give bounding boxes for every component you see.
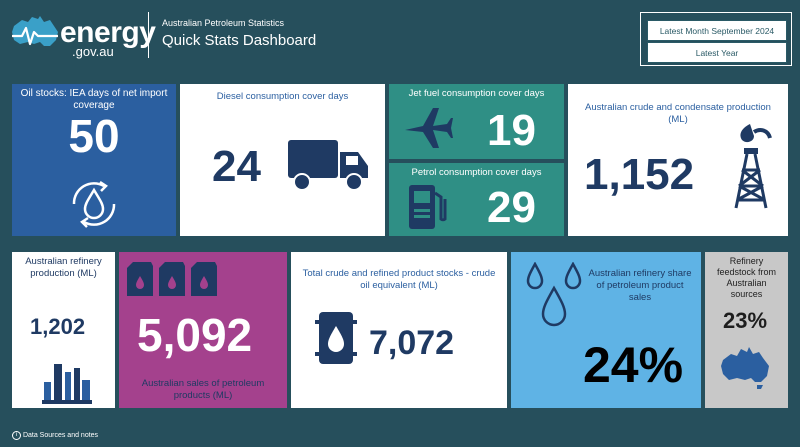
latest-year-button[interactable]: Latest Year — [647, 42, 787, 63]
total-stocks-value: 7,072 — [369, 324, 455, 362]
petrol-label: Petrol consumption cover days — [411, 167, 542, 178]
refinery-production-tile[interactable]: Australian refinery production (ML) 1,20… — [12, 252, 115, 408]
page-title: Quick Stats Dashboard — [162, 32, 317, 49]
petrol-value: 29 — [487, 183, 536, 232]
logo-subtext: .gov.au — [72, 44, 114, 59]
diesel-value: 24 — [212, 142, 261, 191]
sales-tile[interactable]: 5,092 Australian sales of petroleum prod… — [119, 252, 287, 408]
data-sources-link[interactable]: i Data Sources and notes — [12, 431, 98, 440]
fuel-pump-icon — [409, 185, 447, 229]
logo-text: energy — [60, 16, 156, 49]
jet-fuel-value: 19 — [487, 106, 536, 155]
jet-fuel-tile[interactable]: Jet fuel consumption cover days 19 — [389, 84, 564, 159]
jet-fuel-label: Jet fuel consumption cover days — [408, 88, 545, 99]
oil-stocks-label: Oil stocks: IEA days of net import cover… — [20, 88, 168, 111]
feedstock-label: Refinery feedstock from Australian sourc… — [716, 256, 777, 299]
airplane-icon — [405, 108, 453, 148]
feedstock-value: 23% — [723, 308, 768, 333]
period-selector — [640, 12, 792, 66]
oil-rig-icon — [734, 124, 772, 209]
info-icon: i — [12, 431, 21, 440]
oil-barrel-icon — [315, 312, 357, 364]
australia-map-logo-icon — [12, 16, 58, 46]
truck-icon — [288, 140, 368, 191]
crude-production-value: 1,152 — [584, 150, 695, 199]
latest-month-button[interactable]: Latest Month September 2024 — [647, 20, 787, 41]
header-subtitle: Australian Petroleum Statistics — [162, 18, 285, 28]
oil-stocks-tile[interactable]: Oil stocks: IEA days of net import cover… — [12, 84, 176, 236]
data-sources-label: Data Sources and notes — [22, 432, 99, 439]
refinery-production-value: 1,202 — [30, 314, 86, 339]
sales-value: 5,092 — [137, 309, 253, 361]
fuel-cans-icon — [127, 262, 217, 296]
diesel-label: Diesel consumption cover days — [216, 91, 349, 102]
feedstock-tile[interactable]: Refinery feedstock from Australian sourc… — [705, 252, 788, 408]
refinery-production-label: Australian refinery production (ML) — [25, 256, 102, 279]
refinery-share-label: Australian refinery share of petroleum p… — [588, 268, 692, 303]
total-stocks-tile[interactable]: Total crude and refined product stocks -… — [291, 252, 507, 408]
oil-drops-icon — [526, 262, 582, 327]
sales-label: Australian sales of petroleum products (… — [141, 378, 265, 401]
oil-stocks-value: 50 — [68, 110, 120, 162]
refinery-share-value: 24% — [583, 337, 684, 393]
header-divider — [148, 12, 149, 58]
brand-logo[interactable]: energy .gov.au — [8, 12, 156, 59]
petrol-tile[interactable]: Petrol consumption cover days 29 — [389, 163, 564, 236]
australia-map-icon — [721, 347, 769, 389]
oil-drop-cycle-icon — [72, 180, 116, 228]
diesel-tile[interactable]: Diesel consumption cover days 24 — [180, 84, 385, 236]
crude-production-tile[interactable]: Australian crude and condensate producti… — [568, 84, 788, 236]
total-stocks-label: Total crude and refined product stocks -… — [302, 268, 496, 291]
refinery-icon — [42, 364, 92, 404]
crude-production-label: Australian crude and condensate producti… — [585, 102, 771, 125]
refinery-share-tile[interactable]: Australian refinery share of petroleum p… — [511, 252, 701, 408]
